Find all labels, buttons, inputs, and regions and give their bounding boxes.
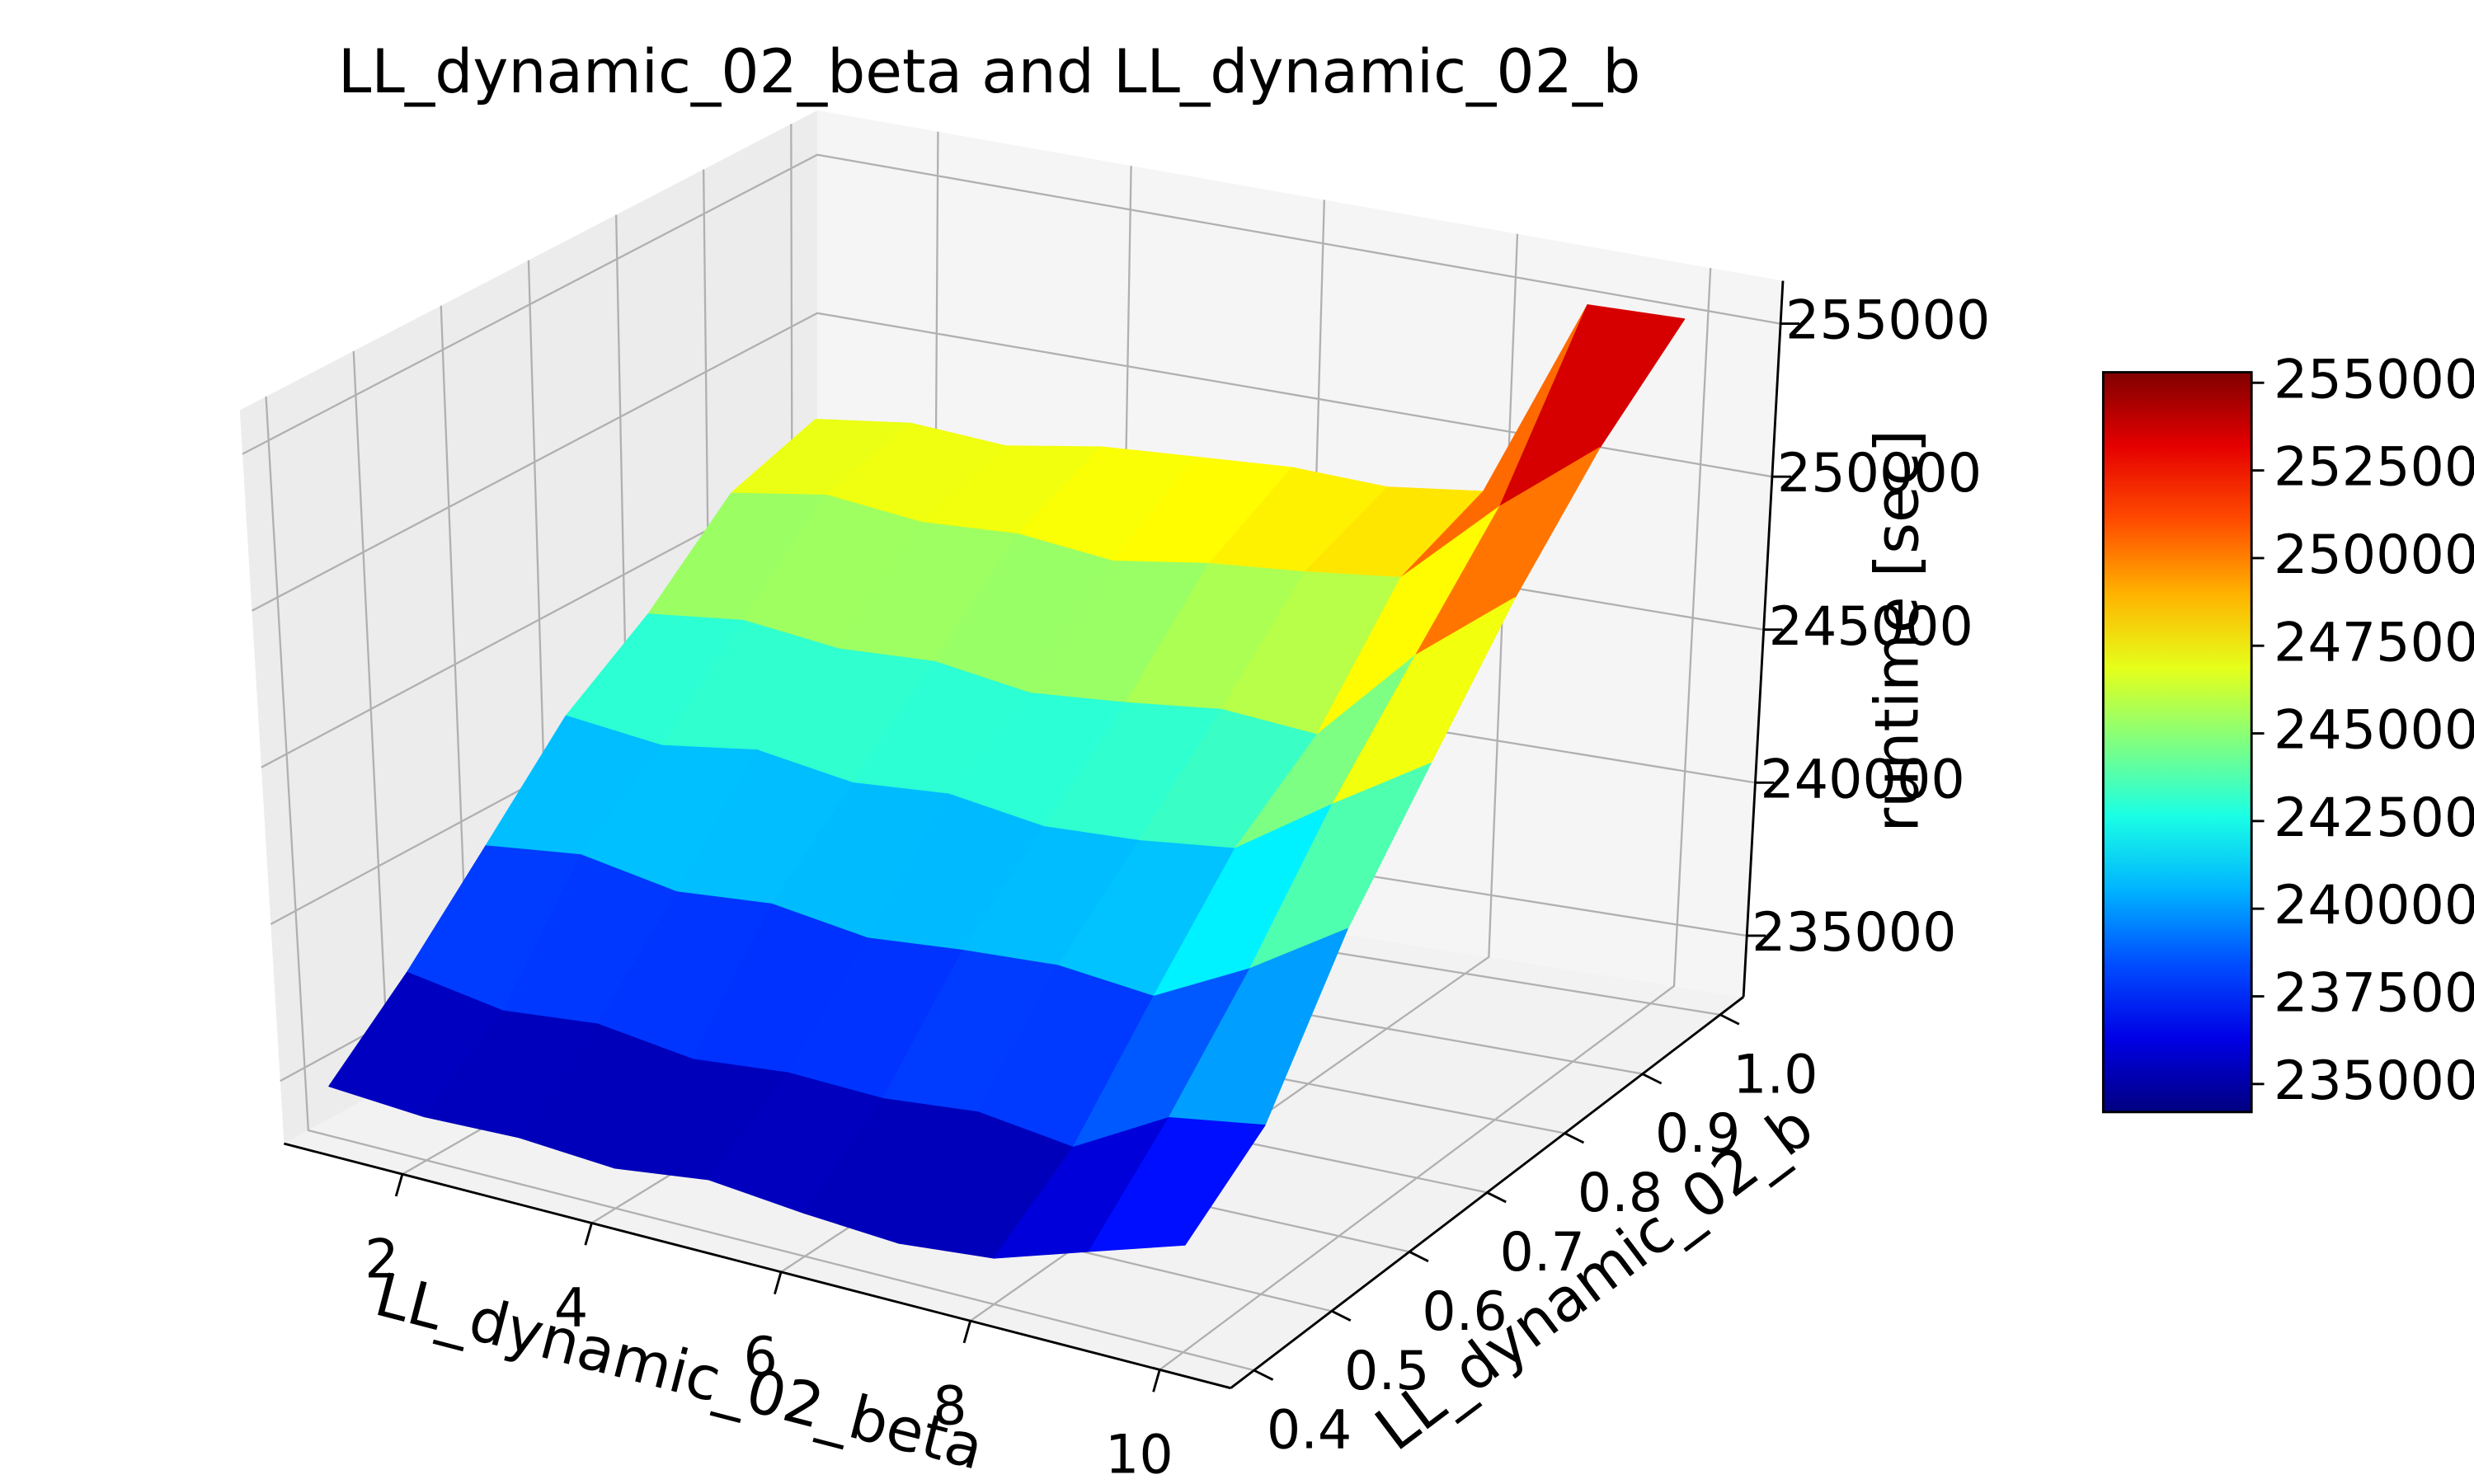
- y-tick-label: 1.0: [1733, 1044, 1818, 1106]
- colorbar: [2101, 371, 2253, 1114]
- colorbar-tick-label: 240000: [2274, 875, 2474, 937]
- y-tick: [1331, 1309, 1352, 1322]
- z-tick-label: 250000: [1777, 443, 1982, 505]
- grid-line: [1159, 268, 1712, 1371]
- y-tick-label: 0.7: [1499, 1222, 1584, 1284]
- z-tick-label: 245000: [1769, 596, 1973, 658]
- colorbar-tick-label: 245000: [2274, 700, 2474, 762]
- x-tick: [962, 1320, 972, 1344]
- x-tick: [1152, 1369, 1161, 1392]
- y-tick: [1253, 1369, 1274, 1381]
- x-tick-label: 6: [743, 1327, 777, 1388]
- y-tick: [1486, 1191, 1507, 1204]
- x-axis-line: [284, 1142, 1231, 1390]
- colorbar-tick-label: 237500: [2274, 963, 2474, 1025]
- y-tick-label: 0.8: [1578, 1162, 1663, 1224]
- colorbar-tick-label: 255000: [2274, 349, 2474, 411]
- x-tick-label: 4: [554, 1278, 588, 1340]
- x-tick-label: 10: [1105, 1425, 1174, 1484]
- colorbar-tick-label: 250000: [2274, 524, 2474, 586]
- grid-line: [265, 396, 1254, 1372]
- x-tick-label: 8: [933, 1375, 967, 1437]
- colorbar-tick-label: 252500: [2274, 437, 2474, 499]
- y-tick: [1642, 1073, 1663, 1085]
- grid-line: [252, 312, 1773, 612]
- z-axis-label: runtime [sec]: [1864, 430, 1933, 833]
- colorbar-tick-label: 235000: [2274, 1050, 2474, 1112]
- x-tick: [394, 1173, 404, 1197]
- surface-patch: [1088, 1116, 1266, 1252]
- y-tick: [1409, 1251, 1429, 1263]
- y-tick: [1564, 1132, 1585, 1144]
- z-tick-label: 235000: [1752, 902, 1956, 964]
- colorbar-tick-label: 242500: [2274, 787, 2474, 849]
- y-tick-label: 0.5: [1344, 1341, 1429, 1402]
- z-tick-label: 255000: [1785, 290, 1990, 352]
- z-axis-line: [1742, 280, 1785, 998]
- x-tick: [774, 1271, 783, 1294]
- y-tick-label: 0.4: [1267, 1400, 1352, 1462]
- z-tick-label: 240000: [1760, 749, 1964, 810]
- grid-line: [242, 153, 1781, 455]
- y-tick: [1719, 1013, 1740, 1026]
- x-tick-label: 2: [365, 1228, 398, 1290]
- y-tick-label: 0.9: [1655, 1103, 1740, 1165]
- colorbar-tick-label: 247500: [2274, 612, 2474, 674]
- chart-title: LL_dynamic_02_beta and LL_dynamic_02_b: [338, 38, 1640, 107]
- x-tick: [584, 1223, 593, 1246]
- y-axis-line: [1230, 996, 1745, 1389]
- y-tick-label: 0.6: [1422, 1281, 1507, 1343]
